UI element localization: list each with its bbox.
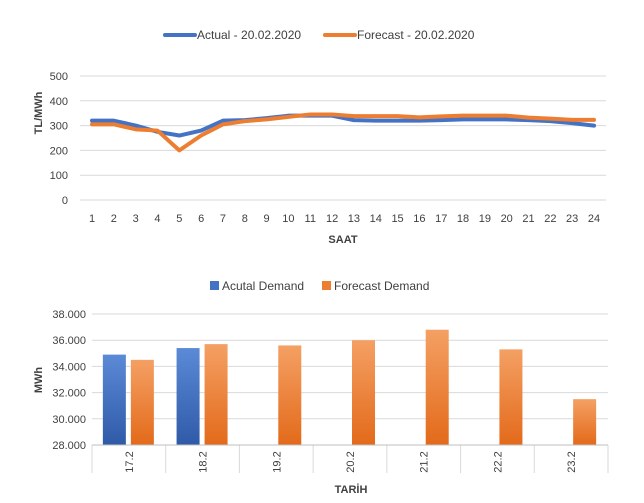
legend-swatch (322, 281, 331, 290)
x-tick-label: 19 (479, 213, 491, 225)
x-tick-label: 2 (111, 213, 117, 225)
y-tick-label: 400 (50, 96, 68, 108)
x-tick-label: 14 (370, 213, 382, 225)
line-chart-legend: Actual - 20.02.2020 Forecast - 20.02.2020 (163, 28, 475, 42)
x-tick-label: 10 (282, 213, 294, 225)
line-chart-y-axis-title: TL/MWh (33, 91, 45, 134)
x-tick-label: 4 (154, 213, 160, 225)
y-tick-label: 500 (50, 71, 68, 83)
x-tick-label: 8 (242, 213, 248, 225)
y-tick-label: 28.000 (52, 440, 86, 452)
x-tick-label: 16 (413, 213, 425, 225)
x-tick-label: 15 (391, 213, 403, 225)
line-chart-x-axis-title: SAAT (328, 234, 357, 246)
x-tick-label: 17 (435, 213, 447, 225)
y-tick-label: 30.000 (52, 414, 86, 426)
actual-demand-bar (176, 348, 200, 445)
x-tick-label: 18 (457, 213, 469, 225)
line-chart-series (90, 112, 596, 153)
legend-label: Forecast - 20.02.2020 (357, 28, 475, 42)
x-tick-label: 22 (544, 213, 556, 225)
x-tick-label: 20.2 (345, 451, 357, 472)
x-tick-label: 1 (89, 213, 95, 225)
x-tick-label: 23.2 (566, 451, 578, 472)
x-tick-label: 24 (588, 213, 600, 225)
bar-chart-y-ticks: 28.000 30.000 32.000 34.000 36.000 38.000 (52, 309, 86, 452)
x-tick-label: 21.2 (419, 451, 431, 472)
forecast-demand-bar (204, 344, 228, 445)
x-tick-label: 19.2 (271, 451, 283, 472)
x-tick-label: 12 (326, 213, 338, 225)
x-tick-label: 5 (176, 213, 182, 225)
bar-chart-x-axis-title: TARİH (335, 483, 368, 496)
bar-chart-x-ticks: 17.2 18.2 19.2 20.2 21.2 22.2 23.2 (91, 444, 609, 473)
x-tick-label: 7 (220, 213, 226, 225)
y-tick-label: 32.000 (52, 388, 86, 400)
bar-chart-legend: Acutal Demand Forecast Demand (210, 279, 429, 293)
x-tick-label: 17.2 (124, 451, 136, 472)
bar-chart-gridlines (92, 313, 608, 446)
y-tick-label: 36.000 (52, 335, 86, 347)
x-tick-label: 6 (198, 213, 204, 225)
y-tick-label: 34.000 (52, 361, 86, 373)
actual-demand-bar (102, 354, 126, 445)
x-tick-label: 11 (305, 213, 316, 225)
x-tick-label: 18.2 (198, 451, 210, 472)
x-tick-label: 22.2 (492, 451, 504, 472)
forecast-demand-bar (425, 329, 449, 445)
line-chart-y-ticks: 0 100 200 300 400 500 (50, 71, 68, 207)
x-tick-label: 13 (348, 213, 360, 225)
x-tick-label: 3 (133, 213, 139, 225)
bar-chart-bars (102, 329, 597, 445)
bar-chart-y-axis-title: MWh (33, 367, 45, 394)
legend-label: Actual - 20.02.2020 (197, 28, 301, 42)
legend-swatch (210, 281, 219, 290)
y-tick-label: 200 (50, 145, 68, 157)
x-tick-label: 21 (522, 213, 534, 225)
legend-label: Forecast Demand (334, 279, 429, 293)
bar-chart: Acutal Demand Forecast Demand 28.000 30.00… (33, 279, 609, 496)
forecast-demand-bar (573, 399, 597, 445)
line-chart-gridlines (80, 75, 606, 201)
forecast-demand-bar (278, 345, 302, 445)
y-tick-label: 38.000 (52, 309, 86, 321)
line-chart: Actual - 20.02.2020 Forecast - 20.02.2020… (33, 28, 606, 246)
forecast-demand-bar (130, 359, 154, 445)
forecast-demand-bar (352, 340, 375, 445)
y-tick-label: 300 (50, 121, 68, 133)
line-chart-x-ticks: 1 2 3 4 5 6 7 8 9 10 11 12 13 14 15 16 17 18 19 20 21 22 23 24 (89, 213, 600, 225)
actual-series-line (90, 113, 596, 138)
x-tick-label: 20 (501, 213, 513, 225)
y-tick-label: 0 (62, 195, 68, 207)
x-tick-label: 9 (264, 213, 270, 225)
legend-label: Acutal Demand (222, 279, 304, 293)
x-tick-label: 23 (566, 213, 578, 225)
y-tick-label: 100 (50, 170, 68, 182)
forecast-series-line (90, 112, 596, 153)
forecast-demand-bar (499, 349, 523, 445)
